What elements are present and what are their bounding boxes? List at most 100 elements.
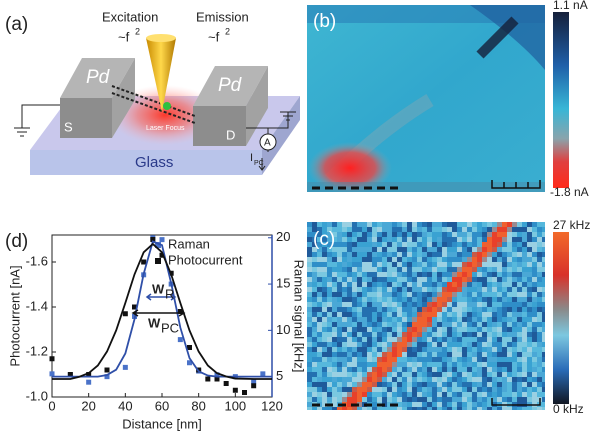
- map-pixel: [372, 252, 377, 257]
- map-pixel: [367, 292, 372, 297]
- data-point: [86, 372, 92, 377]
- map-pixel: [382, 242, 387, 247]
- map-pixel: [377, 222, 382, 227]
- map-pixel: [542, 262, 545, 267]
- map-pixel: [457, 332, 462, 337]
- map-pixel: [522, 332, 527, 337]
- map-pixel: [397, 272, 402, 277]
- map-pixel: [452, 232, 457, 237]
- map-pixel: [472, 312, 477, 317]
- map-pixel: [527, 347, 532, 352]
- map-pixel: [412, 327, 417, 332]
- map-pixel: [352, 307, 357, 312]
- map-pixel: [502, 362, 507, 367]
- map-pixel: [447, 242, 452, 247]
- map-pixel: [537, 367, 542, 372]
- map-pixel: [517, 252, 522, 257]
- map-pixel: [472, 237, 477, 242]
- map-pixel: [527, 377, 532, 382]
- map-pixel: [462, 222, 467, 227]
- map-pixel: [317, 287, 322, 292]
- map-pixel: [507, 407, 512, 410]
- map-pixel: [332, 382, 337, 387]
- map-pixel: [387, 317, 392, 322]
- map-pixel: [537, 312, 542, 317]
- map-pixel: [507, 267, 512, 272]
- map-pixel: [497, 377, 502, 382]
- map-pixel: [317, 342, 322, 347]
- map-pixel: [307, 352, 312, 357]
- map-pixel: [317, 297, 322, 302]
- map-pixel: [357, 357, 362, 362]
- map-pixel: [327, 252, 332, 257]
- map-pixel: [307, 227, 312, 232]
- map-pixel: [517, 232, 522, 237]
- data-point: [132, 304, 137, 310]
- map-pixel: [512, 347, 517, 352]
- map-pixel: [317, 362, 322, 367]
- map-pixel: [387, 267, 392, 272]
- map-pixel: [347, 392, 352, 397]
- map-pixel: [377, 262, 382, 267]
- map-pixel: [377, 382, 382, 387]
- map-pixel: [347, 352, 352, 357]
- map-pixel: [482, 232, 487, 237]
- map-pixel: [347, 222, 352, 227]
- map-pixel: [372, 347, 377, 352]
- map-pixel: [387, 237, 392, 242]
- map-pixel: [512, 237, 517, 242]
- map-pixel: [362, 352, 367, 357]
- map-pixel: [357, 232, 362, 237]
- map-pixel: [502, 282, 507, 287]
- map-pixel: [427, 337, 432, 342]
- map-pixel: [512, 407, 517, 410]
- map-pixel: [427, 302, 432, 307]
- map-pixel: [472, 297, 477, 302]
- map-pixel: [362, 337, 367, 342]
- map-pixel: [532, 352, 537, 357]
- map-pixel: [447, 357, 452, 362]
- map-pixel: [542, 307, 545, 312]
- map-pixel: [347, 347, 352, 352]
- map-pixel: [437, 287, 442, 292]
- map-pixel: [457, 372, 462, 377]
- map-pixel: [462, 237, 467, 242]
- map-pixel: [517, 247, 522, 252]
- map-pixel: [462, 337, 467, 342]
- map-pixel: [352, 237, 357, 242]
- map-pixel: [527, 227, 532, 232]
- map-pixel: [522, 377, 527, 382]
- map-pixel: [462, 392, 467, 397]
- map-pixel: [437, 262, 442, 267]
- map-pixel: [467, 292, 472, 297]
- map-pixel: [367, 407, 372, 410]
- map-pixel: [312, 372, 317, 377]
- map-pixel: [452, 312, 457, 317]
- map-pixel: [387, 277, 392, 282]
- map-pixel: [517, 272, 522, 277]
- map-pixel: [337, 332, 342, 337]
- map-pixel: [457, 342, 462, 347]
- circuit-right: [246, 111, 296, 152]
- map-pixel: [362, 257, 367, 262]
- map-pixel: [492, 267, 497, 272]
- map-pixel: [427, 332, 432, 337]
- map-pixel: [342, 277, 347, 282]
- map-pixel: [527, 257, 532, 262]
- map-pixel: [457, 232, 462, 237]
- map-pixel: [342, 247, 347, 252]
- map-pixel: [417, 357, 422, 362]
- map-pixel: [422, 402, 427, 407]
- map-pixel: [387, 407, 392, 410]
- map-pixel: [332, 252, 337, 257]
- map-pixel: [457, 252, 462, 257]
- map-pixel: [452, 372, 457, 377]
- map-pixel: [332, 312, 337, 317]
- map-pixel: [347, 337, 352, 342]
- map-pixel: [512, 267, 517, 272]
- map-pixel: [382, 252, 387, 257]
- map-pixel: [522, 327, 527, 332]
- map-pixel: [322, 227, 327, 232]
- map-pixel: [522, 297, 527, 302]
- map-pixel: [532, 272, 537, 277]
